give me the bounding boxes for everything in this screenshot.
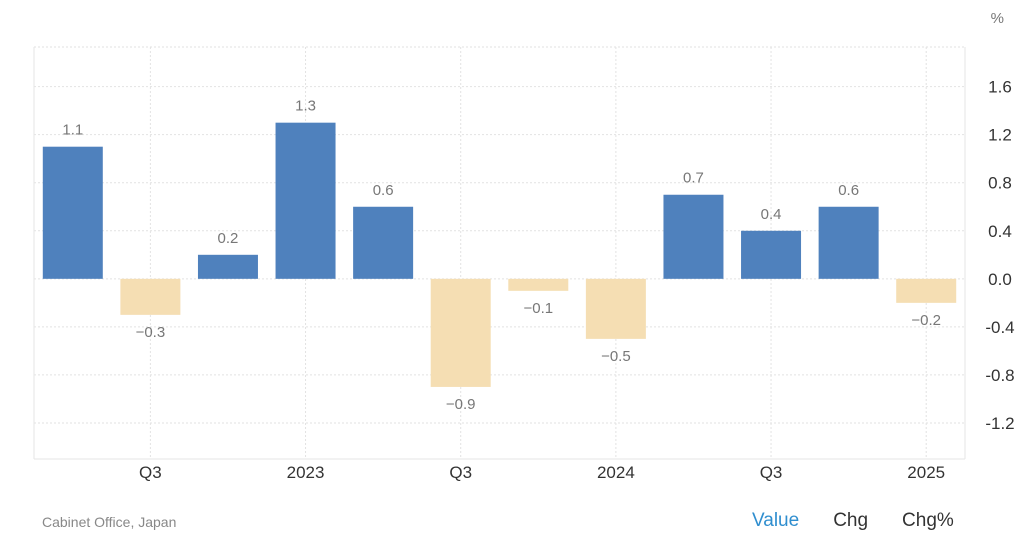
source-label: Cabinet Office, Japan [42, 514, 177, 530]
y-tick-label: 1.6 [988, 78, 1012, 97]
data-label-0: 1.1 [62, 122, 83, 139]
bar-6[interactable] [508, 278, 569, 291]
y-tick-label: 0.4 [988, 222, 1012, 241]
tab-chg-percent[interactable]: Chg% [902, 510, 954, 531]
bar-5[interactable] [430, 278, 491, 387]
y-tick-label: -0.8 [985, 366, 1014, 385]
data-label-11: −0.2 [911, 312, 941, 329]
x-tick-label: Q3 [139, 463, 162, 482]
y-tick-label: 0.8 [988, 174, 1012, 193]
bar-8[interactable] [663, 194, 724, 279]
grid-layer [33, 46, 966, 460]
data-label-2: 0.2 [218, 230, 239, 247]
bar-7[interactable] [585, 278, 646, 339]
bar-3[interactable] [275, 122, 336, 279]
bars-layer [42, 122, 957, 387]
x-tick-label: 2025 [907, 463, 945, 482]
y-tick-label: -1.2 [985, 414, 1014, 433]
bar-9[interactable] [741, 230, 802, 279]
data-labels-layer: 1.1 −0.3 0.2 1.3 0.6 −0.9 −0.1 −0.5 0.7 0.4 0.6 −0.… [62, 98, 941, 413]
y-tick-label: -0.4 [985, 318, 1014, 337]
x-tick-label: 2023 [287, 463, 325, 482]
tab-chg[interactable]: Chg [833, 510, 869, 531]
bar-2[interactable] [197, 254, 258, 279]
data-label-7: −0.5 [601, 348, 631, 365]
data-label-5: −0.9 [446, 396, 476, 413]
bar-4[interactable] [353, 206, 414, 279]
bar-0[interactable] [42, 146, 103, 279]
axis-layer: 1.6 1.2 0.8 0.4 0.0 -0.4 -0.8 -1.2 Q3 2023 Q3 2024 Q… [139, 78, 1015, 482]
bar-1[interactable] [120, 278, 181, 315]
tab-value[interactable]: Value [752, 510, 800, 531]
data-label-3: 1.3 [295, 98, 316, 115]
data-label-9: 0.4 [761, 206, 782, 223]
data-label-10: 0.6 [838, 182, 859, 199]
data-label-4: 0.6 [373, 182, 394, 199]
y-tick-label: 1.2 [988, 126, 1012, 145]
bar-11[interactable] [896, 278, 957, 303]
data-label-1: −0.3 [136, 324, 166, 341]
x-tick-label: 2024 [597, 463, 635, 482]
view-tabs: Value Chg Chg% [752, 510, 954, 532]
data-label-6: −0.1 [523, 300, 553, 317]
x-tick-label: Q3 [449, 463, 472, 482]
y-tick-label: 0.0 [988, 270, 1012, 289]
unit-label: % [990, 10, 1004, 27]
bar-10[interactable] [818, 206, 879, 279]
data-label-8: 0.7 [683, 170, 704, 187]
x-tick-label: Q3 [760, 463, 783, 482]
